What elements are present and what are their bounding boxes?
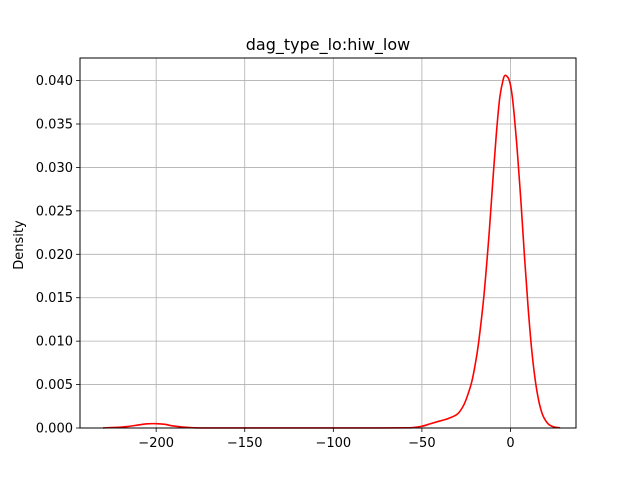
y-tick-label: 0.020 bbox=[36, 248, 73, 263]
density-line bbox=[102, 74, 561, 429]
y-tick-label: 0.005 bbox=[36, 378, 73, 393]
y-tick-label: 0.040 bbox=[36, 74, 73, 89]
plot-area-frame bbox=[79, 57, 577, 429]
y-axis-label: Density bbox=[12, 220, 27, 270]
x-tick-label: 0 bbox=[506, 436, 514, 451]
grid-lines bbox=[80, 58, 576, 429]
x-tick-label: −100 bbox=[315, 436, 351, 451]
series-layer bbox=[102, 74, 561, 429]
y-tick-label: 0.010 bbox=[36, 335, 73, 350]
x-tick-label: −200 bbox=[138, 436, 174, 451]
y-tick-label: 0.035 bbox=[36, 118, 73, 133]
y-tick-label: 0.015 bbox=[36, 291, 73, 306]
y-tick-label: 0.030 bbox=[36, 161, 73, 176]
y-tick-label: 0.000 bbox=[36, 422, 73, 437]
x-tick-label: −50 bbox=[408, 436, 435, 451]
x-tick-label: −150 bbox=[227, 436, 263, 451]
y-tick-label: 0.025 bbox=[36, 204, 73, 219]
axis-ticks: −200 −150 −100 −50 0 0.000 0.005 0.010 0.015 0.02… bbox=[36, 74, 515, 451]
chart-title: dag_type_lo:hiw_low bbox=[246, 35, 410, 55]
